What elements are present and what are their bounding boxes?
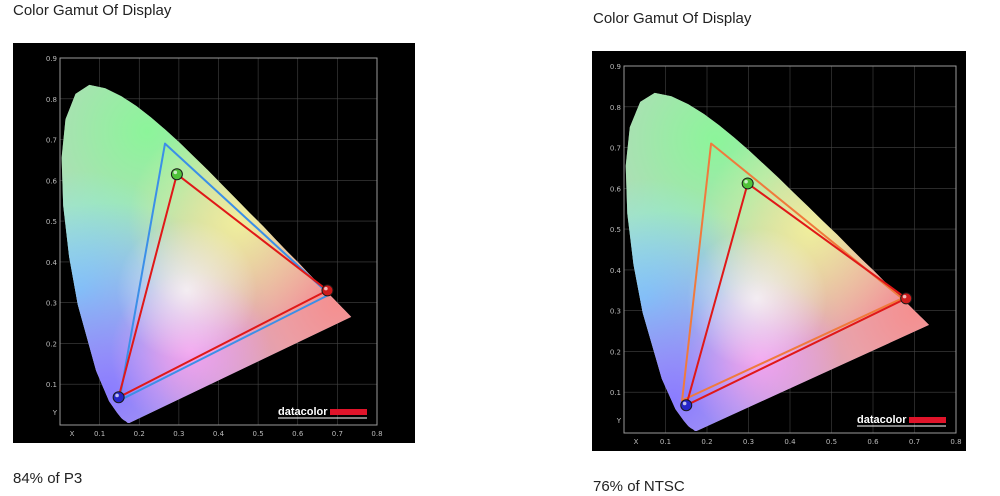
y-tick-label: 0.9 bbox=[610, 63, 621, 71]
x-tick-label: 0.3 bbox=[743, 438, 754, 446]
x-tick-label: 0.4 bbox=[213, 430, 225, 438]
y-tick-label: 0.8 bbox=[610, 104, 621, 112]
cie-chart-svg: X 0.1 0.2 0.3 0.4 0.5 0.6 0.7 0.8 Y 0.1 0.2 0.3 0.4 0.… bbox=[46, 55, 383, 438]
x-tick-label: 0.2 bbox=[134, 430, 145, 438]
x-tick-label: 0.8 bbox=[950, 438, 961, 446]
cie-chart-svg: X 0.1 0.2 0.3 0.4 0.5 0.6 0.7 0.8 Y 0.1 0.2 0.3 0.4 0.… bbox=[610, 63, 962, 446]
datacolor-logo: datacolor bbox=[278, 406, 328, 418]
spectral-locus bbox=[625, 92, 929, 432]
marker-highlight bbox=[682, 401, 687, 406]
gamut-caption: 76% of NTSC bbox=[593, 478, 685, 495]
x-tick-label: 0.7 bbox=[909, 438, 920, 446]
y-tick-label: 0.5 bbox=[610, 226, 621, 234]
plot-frame bbox=[623, 65, 957, 434]
y-tick-label: 0.8 bbox=[46, 96, 57, 104]
gamut-triangle-1 bbox=[685, 182, 908, 407]
y-tick-label: 0.2 bbox=[46, 340, 57, 348]
x-tick-label: 0.2 bbox=[701, 438, 712, 446]
gamut-triangle-0 bbox=[681, 142, 904, 402]
primary-marker-0 bbox=[900, 292, 913, 305]
x-tick-label: X bbox=[70, 430, 75, 438]
x-tick-label: X bbox=[634, 438, 639, 446]
x-tick-label: 0.3 bbox=[173, 430, 184, 438]
y-tick-label: 0.2 bbox=[610, 348, 621, 356]
x-tick-label: 0.1 bbox=[660, 438, 671, 446]
primary-marker-2 bbox=[112, 391, 125, 404]
spectral-locus bbox=[61, 84, 352, 424]
marker-highlight bbox=[744, 179, 748, 184]
x-tick-label: 0.6 bbox=[292, 430, 304, 438]
y-tick-label: 0.4 bbox=[46, 259, 58, 267]
x-tick-label: 0.4 bbox=[784, 438, 796, 446]
logo-red-bar bbox=[330, 409, 367, 415]
y-tick-label: 0.3 bbox=[610, 308, 621, 316]
chart-title: Color Gamut Of Display bbox=[593, 10, 752, 27]
y-tick-label: 0.3 bbox=[46, 300, 57, 308]
y-tick-label: 0.7 bbox=[610, 145, 621, 153]
y-tick-label: 0.9 bbox=[46, 55, 57, 63]
datacolor-logo: datacolor bbox=[857, 414, 907, 426]
logo-red-bar bbox=[909, 417, 946, 423]
gamut-triangle-0 bbox=[118, 142, 331, 402]
gamut-caption: 84% of P3 bbox=[13, 470, 83, 487]
marker-highlight bbox=[115, 393, 119, 398]
x-tick-label: 0.7 bbox=[332, 430, 343, 438]
y-tick-label: 0.6 bbox=[46, 177, 58, 185]
primary-marker-1 bbox=[741, 177, 754, 190]
y-tick-label: 0.6 bbox=[610, 185, 622, 193]
marker-highlight bbox=[902, 294, 907, 299]
x-tick-label: 0.8 bbox=[371, 430, 382, 438]
y-tick-label: Y bbox=[616, 417, 622, 425]
primary-marker-0 bbox=[321, 284, 334, 297]
y-tick-label: 0.5 bbox=[46, 218, 57, 226]
plot-frame bbox=[59, 57, 378, 426]
y-tick-label: 0.1 bbox=[610, 389, 621, 397]
x-tick-label: 0.6 bbox=[867, 438, 879, 446]
gamut-triangle-1 bbox=[117, 173, 329, 399]
y-tick-label: 0.7 bbox=[46, 137, 57, 145]
x-tick-label: 0.1 bbox=[94, 430, 105, 438]
chart-title: Color Gamut Of Display bbox=[13, 2, 172, 19]
primary-marker-2 bbox=[680, 399, 693, 412]
marker-highlight bbox=[324, 286, 328, 291]
y-tick-label: Y bbox=[52, 409, 58, 417]
primary-marker-1 bbox=[170, 168, 183, 181]
x-tick-label: 0.5 bbox=[253, 430, 264, 438]
marker-highlight bbox=[173, 170, 178, 175]
gamut-chart: X 0.1 0.2 0.3 0.4 0.5 0.6 0.7 0.8 Y 0.1 0.2 0.3 0.4 0.… bbox=[592, 51, 966, 451]
y-tick-label: 0.1 bbox=[46, 381, 57, 389]
x-tick-label: 0.5 bbox=[826, 438, 837, 446]
y-tick-label: 0.4 bbox=[610, 267, 622, 275]
gamut-chart: X 0.1 0.2 0.3 0.4 0.5 0.6 0.7 0.8 Y 0.1 0.2 0.3 0.4 0.… bbox=[13, 43, 415, 443]
